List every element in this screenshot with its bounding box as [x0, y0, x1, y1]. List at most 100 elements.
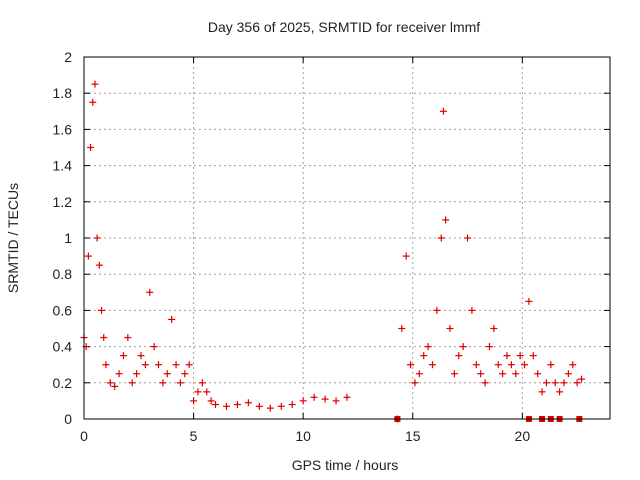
y-axis-label: SRMTID / TECUs — [5, 183, 21, 293]
y-tick-label: 0.8 — [53, 266, 73, 282]
x-tick-label: 20 — [515, 428, 531, 444]
data-point — [119, 352, 127, 360]
data-point — [288, 401, 296, 409]
data-point — [560, 379, 568, 387]
data-point — [551, 379, 559, 387]
data-point — [163, 370, 171, 378]
data-point — [428, 361, 436, 369]
data-point — [477, 370, 485, 378]
y-tick-label: 0 — [64, 411, 72, 427]
data-point — [481, 379, 489, 387]
data-point — [547, 361, 555, 369]
data-point — [459, 343, 467, 351]
y-tick-label: 1.6 — [53, 121, 73, 137]
grid — [84, 57, 610, 419]
data-point — [398, 325, 406, 332]
data-point — [89, 98, 97, 106]
data-point — [534, 370, 542, 378]
data-point — [521, 361, 529, 369]
data-point — [244, 399, 252, 407]
data-point — [299, 397, 307, 405]
data-point — [115, 370, 123, 378]
y-tick-label: 1.4 — [53, 158, 73, 174]
data-point — [198, 379, 206, 387]
data-point — [133, 370, 141, 378]
data-point — [507, 361, 515, 369]
data-point — [512, 370, 520, 378]
data-point — [203, 388, 211, 396]
data-point — [277, 402, 285, 410]
data-point — [402, 252, 410, 260]
data-point — [446, 325, 454, 332]
data-point — [407, 361, 415, 369]
data-point — [472, 361, 480, 369]
data-point — [578, 375, 586, 383]
data-point — [255, 402, 263, 410]
data-point — [212, 401, 219, 409]
data-point — [98, 306, 106, 314]
data-point — [542, 379, 550, 387]
data-point — [437, 234, 445, 242]
data-point — [569, 361, 577, 369]
data-point — [556, 388, 564, 396]
data-point — [343, 393, 351, 401]
data-point — [95, 261, 103, 269]
data-point — [172, 361, 180, 369]
data-point — [573, 379, 581, 387]
data-point — [433, 306, 441, 314]
data-point — [233, 401, 241, 409]
y-tick-label: 0.2 — [53, 375, 73, 391]
data-point — [168, 315, 176, 323]
data-point — [310, 393, 318, 401]
data-point — [464, 234, 472, 242]
data-point — [321, 395, 329, 403]
data-point — [503, 352, 511, 360]
data-point — [411, 379, 419, 387]
data-point — [111, 382, 119, 390]
data-point — [124, 334, 132, 342]
data-point — [564, 370, 572, 378]
data-point — [468, 306, 476, 314]
data-point — [185, 361, 193, 369]
data-point — [102, 361, 110, 369]
y-tick-label: 1.8 — [53, 85, 73, 101]
data-point — [176, 379, 184, 387]
data-point — [485, 343, 493, 351]
data-points — [80, 80, 586, 423]
data-point — [146, 288, 154, 296]
data-point — [128, 379, 136, 387]
y-tick-label: 0.6 — [53, 302, 73, 318]
data-point — [190, 397, 198, 405]
data-point — [137, 352, 145, 360]
y-tick-label: 2 — [64, 49, 72, 65]
data-point — [442, 216, 450, 224]
data-point — [100, 334, 108, 342]
data-point — [529, 352, 537, 360]
plot-frame — [83, 56, 611, 420]
data-point — [266, 404, 274, 412]
data-point — [141, 361, 149, 369]
data-point — [207, 397, 215, 405]
y-tick-label: 0.4 — [53, 339, 73, 355]
data-point — [150, 343, 158, 351]
data-point — [494, 361, 502, 369]
data-point — [84, 252, 92, 260]
data-point — [332, 397, 340, 405]
data-point — [424, 343, 432, 351]
data-point — [194, 388, 202, 396]
data-point — [106, 379, 114, 387]
data-point — [159, 379, 167, 387]
axis-ticks: 00.20.40.60.811.21.41.61.820 5 10 15 20 — [53, 49, 610, 444]
data-point — [222, 402, 230, 410]
data-point — [93, 234, 101, 242]
data-point — [87, 144, 95, 151]
x-tick-label: 10 — [295, 428, 311, 444]
data-point — [439, 107, 447, 115]
data-point — [155, 361, 163, 369]
data-point — [516, 352, 524, 360]
data-point — [450, 370, 458, 378]
data-point — [420, 352, 428, 360]
data-point — [499, 370, 507, 378]
data-point — [490, 325, 498, 332]
